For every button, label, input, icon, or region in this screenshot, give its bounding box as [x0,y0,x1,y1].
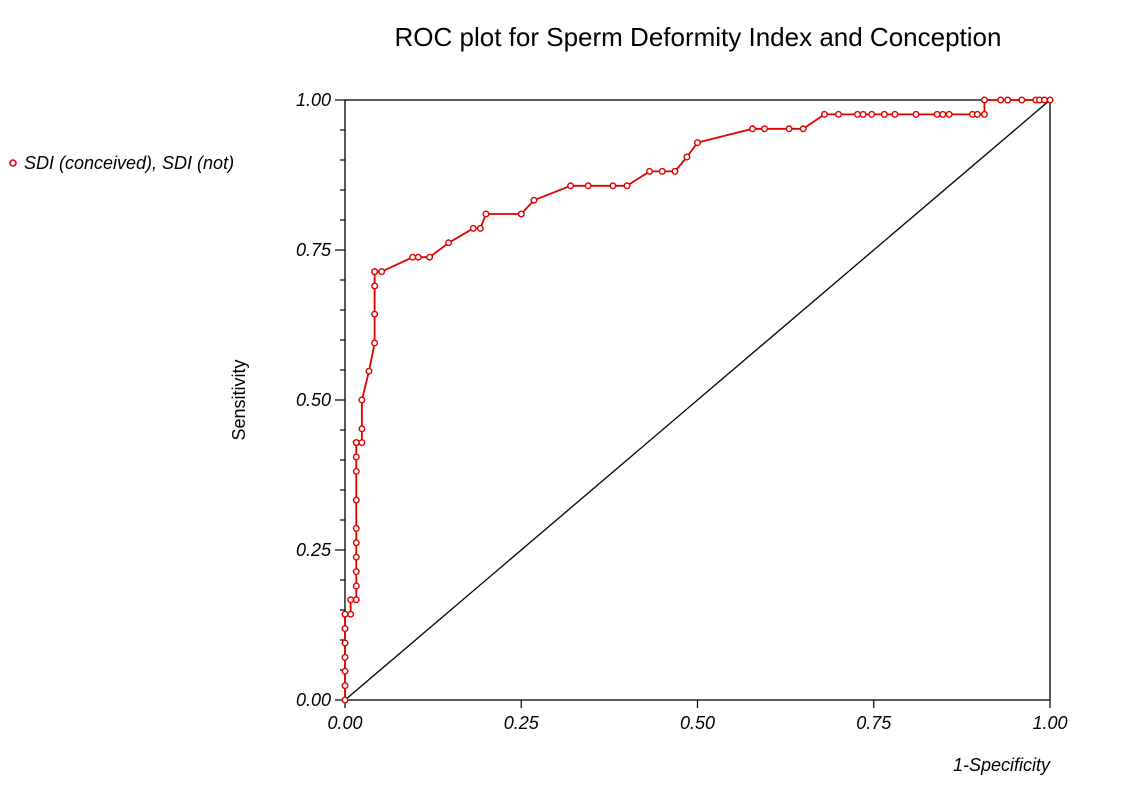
roc-point [445,239,453,247]
roc-point [371,282,379,290]
roc-point [658,167,666,175]
roc-point [358,425,366,433]
roc-point [933,110,941,118]
roc-point [352,553,360,561]
y-tick-label: 0.75 [296,240,332,260]
roc-point [854,110,862,118]
roc-point [748,125,756,133]
roc-point [414,253,422,261]
roc-point [694,139,702,147]
roc-point [352,596,360,604]
roc-point [646,167,654,175]
x-tick-label: 0.00 [327,713,362,733]
roc-point [623,182,631,190]
roc-point [358,439,366,447]
y-axis-label: Sensitivity [229,359,249,440]
roc-series [341,96,1054,704]
roc-point [347,596,355,604]
legend-label: SDI (conceived), SDI (not) [24,153,234,173]
roc-point [341,696,349,704]
chart-title: ROC plot for Sperm Deformity Index and C… [395,22,1002,52]
roc-point [371,268,379,276]
roc-point [352,582,360,590]
roc-point [912,110,920,118]
roc-point [371,339,379,347]
roc-point [939,110,947,118]
roc-point [973,110,981,118]
roc-point [341,610,349,618]
roc-point [517,210,525,218]
y-tick-label: 0.00 [296,690,331,710]
roc-point [980,110,988,118]
y-tick-label: 0.50 [296,390,331,410]
roc-point [1004,96,1012,104]
x-tick-label: 1.00 [1032,713,1067,733]
x-tick-label: 0.50 [680,713,715,733]
roc-point [980,96,988,104]
roc-point [1046,96,1054,104]
roc-point [341,653,349,661]
roc-point [835,110,843,118]
roc-point [341,625,349,633]
roc-point [469,224,477,232]
roc-point [567,182,575,190]
roc-point [358,396,366,404]
roc-point [426,253,434,261]
roc-point [352,568,360,576]
roc-point [799,125,807,133]
x-tick-label: 0.25 [504,713,540,733]
roc-point [482,210,490,218]
roc-point [609,182,617,190]
roc-point [945,110,953,118]
y-axis-ticks: 0.00 0.25 0.50 0.75 1.00 [296,90,345,710]
roc-point [352,453,360,461]
roc-point [371,310,379,318]
roc-point [683,153,691,161]
roc-point [352,539,360,547]
roc-point [1040,96,1048,104]
roc-point [347,610,355,618]
y-tick-label: 1.00 [296,90,331,110]
roc-point [997,96,1005,104]
roc-point [584,182,592,190]
roc-point [760,125,768,133]
roc-point [476,224,484,232]
roc-point [352,496,360,504]
roc-point [409,253,417,261]
roc-point [868,110,876,118]
roc-point [352,467,360,475]
roc-point [352,524,360,532]
roc-point [365,367,373,375]
diagonal-reference-line [344,99,1051,701]
roc-point [352,439,360,447]
legend-marker [9,159,17,167]
roc-point [820,110,828,118]
roc-point [341,682,349,690]
roc-point [880,110,888,118]
roc-point [891,110,899,118]
roc-point [1018,96,1026,104]
roc-point [671,167,679,175]
roc-point [530,196,538,204]
x-tick-label: 0.75 [856,713,892,733]
legend: SDI (conceived), SDI (not) [9,153,234,173]
roc-point [378,268,386,276]
y-tick-label: 0.25 [296,540,332,560]
roc-point [859,110,867,118]
roc-point [341,639,349,647]
roc-point [785,125,793,133]
x-axis-ticks: 0.00 0.25 0.50 0.75 1.00 [327,700,1068,733]
roc-point [341,667,349,675]
x-axis-label: 1-Specificity [953,755,1051,775]
